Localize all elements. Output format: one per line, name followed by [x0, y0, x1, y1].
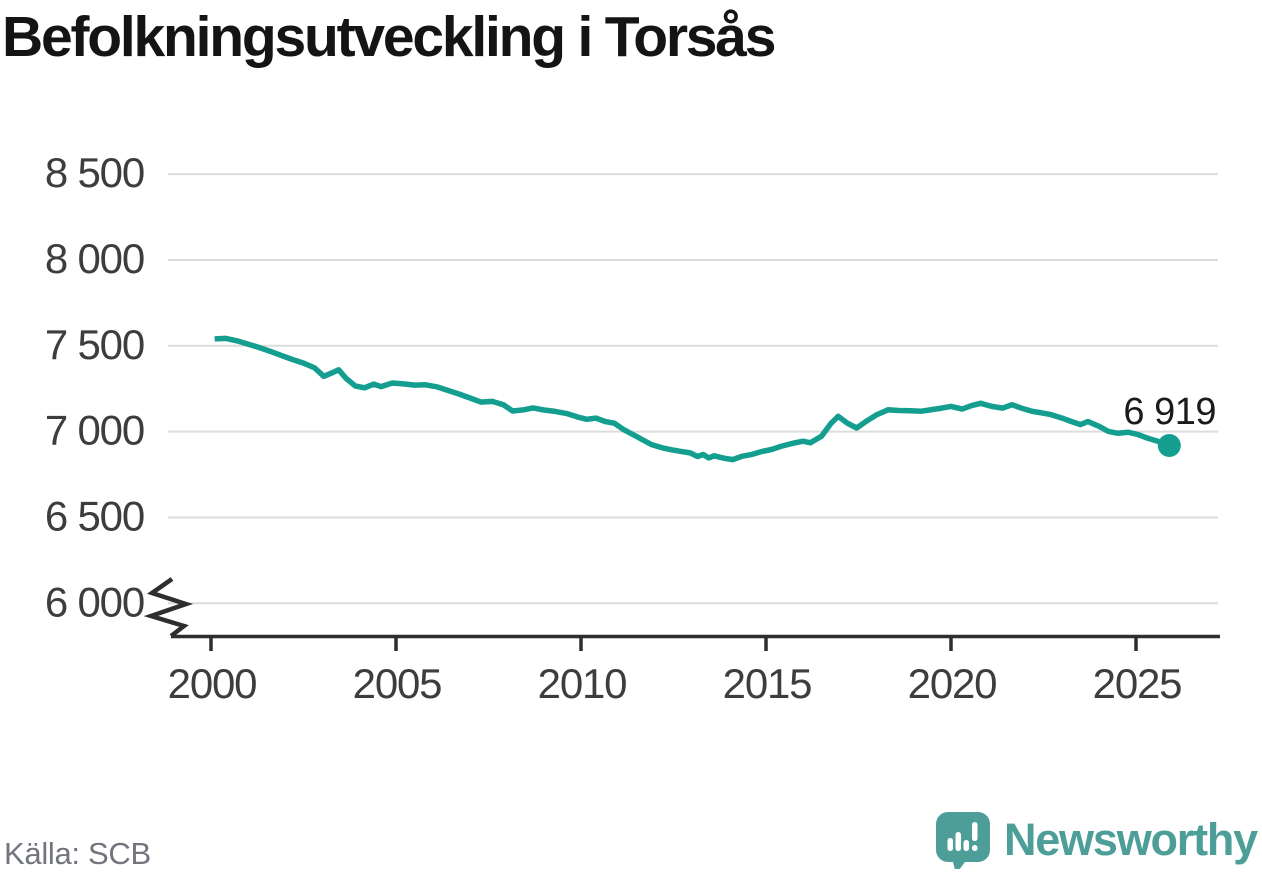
x-tick-label: 2020 — [908, 660, 997, 707]
y-tick-label: 7 500 — [45, 321, 144, 368]
end-value-label: 6 919 — [1123, 391, 1216, 433]
bar-icon-2 — [955, 832, 961, 851]
exclamation-bar-icon — [971, 822, 978, 841]
population-line — [214, 335, 1171, 463]
newsworthy-logo: Newsworthy — [935, 811, 1258, 869]
x-axis-ticks — [209, 637, 1138, 651]
gridlines — [168, 173, 1218, 605]
newsworthy-logo-icon — [935, 812, 990, 869]
y-tick-label: 6 000 — [45, 578, 144, 625]
y-axis-labels: 8 500 8 000 7 500 7 000 6 500 6 000 — [45, 149, 145, 625]
x-tick-label: 2025 — [1093, 660, 1182, 707]
x-tick-label: 2005 — [353, 660, 442, 707]
y-tick-label: 8 000 — [45, 235, 144, 282]
y-tick-label: 8 500 — [45, 149, 144, 196]
bar-icon-1 — [947, 838, 953, 851]
exclamation-dot-icon — [971, 845, 978, 851]
end-point-dot — [1157, 434, 1181, 458]
page-title: Befolkningsutveckling i Torsås — [2, 5, 777, 69]
x-tick-label: 2010 — [538, 660, 627, 707]
speech-bubble-shape — [935, 812, 990, 869]
bar-icon-3 — [963, 840, 969, 851]
y-tick-label: 6 500 — [45, 492, 144, 539]
x-tick-label: 2015 — [723, 660, 812, 707]
newsworthy-wordmark: Newsworthy — [1003, 814, 1258, 865]
axis-break-zigzag-icon — [143, 577, 194, 638]
x-axis-labels: 2000 2005 2010 2015 2020 2025 — [168, 660, 1183, 707]
x-tick-label: 2000 — [168, 660, 257, 707]
source-note: Källa: SCB — [4, 836, 151, 871]
data-series-line: 6 919 — [214, 335, 1217, 463]
y-tick-label: 7 000 — [45, 407, 144, 454]
